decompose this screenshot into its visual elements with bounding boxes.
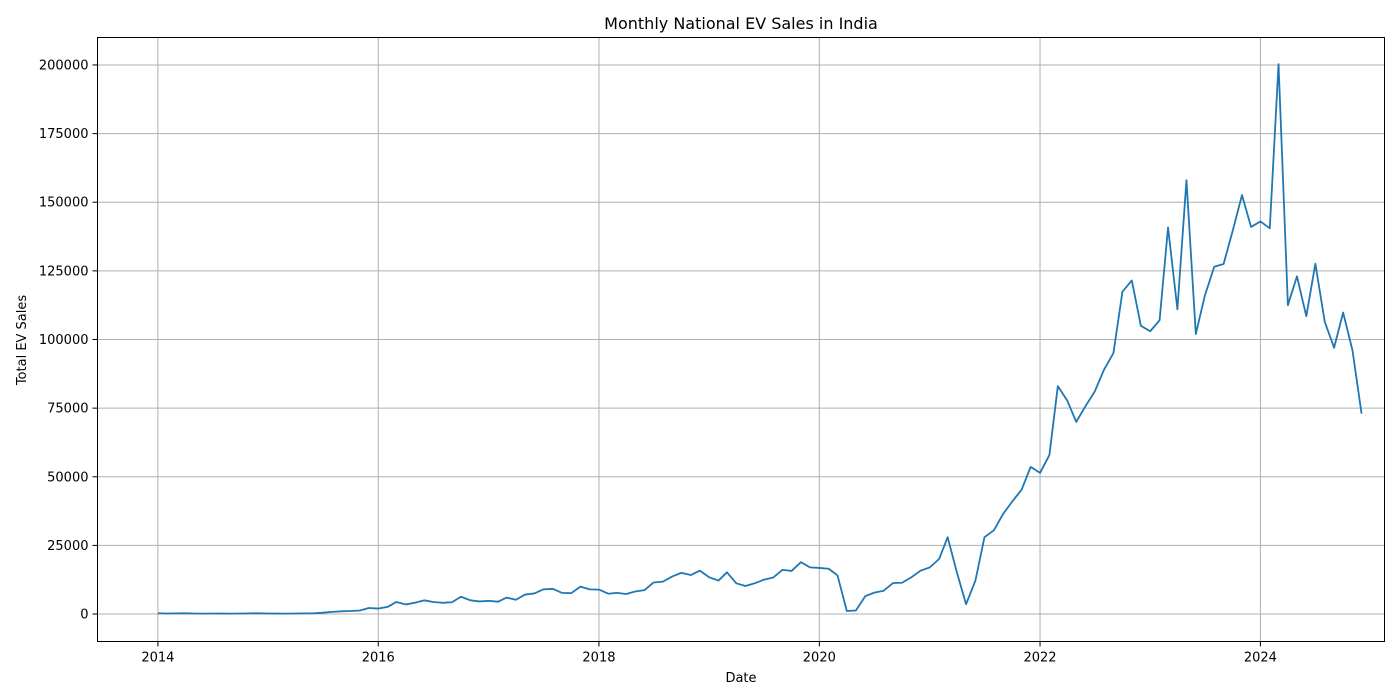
y-tick-label: 150000 xyxy=(39,196,89,211)
series-line-layer xyxy=(157,63,1363,615)
x-axis-label: Date xyxy=(725,671,756,686)
series-line xyxy=(157,63,1363,615)
y-tick-label: 75000 xyxy=(47,402,88,417)
y-tick-label: 50000 xyxy=(47,470,88,485)
y-tick-label: 175000 xyxy=(39,127,89,142)
x-tick-label: 2014 xyxy=(141,651,174,666)
x-tick-label: 2020 xyxy=(803,651,836,666)
y-tick-label: 25000 xyxy=(47,539,88,554)
x-tick-label: 2016 xyxy=(362,651,395,666)
y-tick-label: 0 xyxy=(80,608,88,623)
y-tick-label: 125000 xyxy=(39,264,89,279)
y-axis-label: Total EV Sales xyxy=(15,295,30,387)
grid xyxy=(97,37,1385,642)
x-tick-label: 2018 xyxy=(582,651,615,666)
x-tick-label: 2022 xyxy=(1023,651,1056,666)
axis-ticks: 2014 2016 2018 2020 2022 2024 0 25000 50000 75000… xyxy=(39,58,1277,665)
x-tick-label: 2024 xyxy=(1244,651,1277,666)
chart-title: Monthly National EV Sales in India xyxy=(604,14,878,33)
y-tick-label: 200000 xyxy=(39,58,89,73)
y-tick-label: 100000 xyxy=(39,333,89,348)
